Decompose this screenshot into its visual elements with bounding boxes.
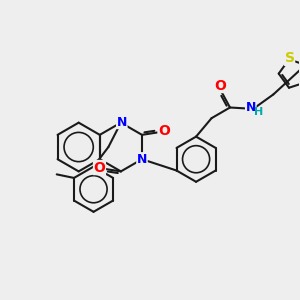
Text: N: N (246, 101, 256, 114)
Text: N: N (137, 153, 147, 166)
Text: N: N (117, 116, 127, 129)
Text: S: S (285, 51, 295, 65)
Text: O: O (214, 79, 226, 92)
Text: O: O (158, 124, 170, 138)
Text: O: O (94, 160, 105, 175)
Text: H: H (254, 107, 264, 117)
